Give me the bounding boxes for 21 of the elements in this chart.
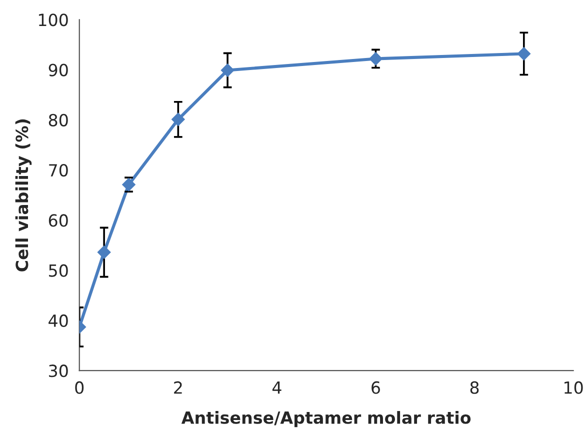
point [369, 52, 382, 66]
x-tick-label: 0 [75, 381, 84, 394]
y-tick-label: 40 [48, 314, 68, 328]
point [172, 112, 185, 126]
point [517, 47, 530, 60]
x-axis-title: Antisense/Aptamer molar ratio [181, 411, 471, 428]
y-tick-label: 50 [49, 264, 68, 277]
x-tick-label: 6 [372, 381, 380, 394]
x-tick-label: 2 [174, 381, 182, 394]
point [97, 246, 111, 259]
y-tick-label: 60 [48, 214, 68, 227]
y-axis-title: Cell viability (%) [15, 119, 32, 272]
y-tick-label: 100 [38, 14, 68, 26]
y-tick-label: 80 [48, 114, 68, 126]
y-tick-label: 70 [49, 164, 68, 177]
x-tick-label: 4 [272, 382, 282, 394]
y-tick-label: 30 [49, 364, 68, 378]
point [220, 64, 234, 77]
x-tick-label: 10 [564, 381, 583, 394]
y-tick-label: 90 [48, 64, 68, 76]
x-tick-label: 8 [470, 381, 479, 394]
